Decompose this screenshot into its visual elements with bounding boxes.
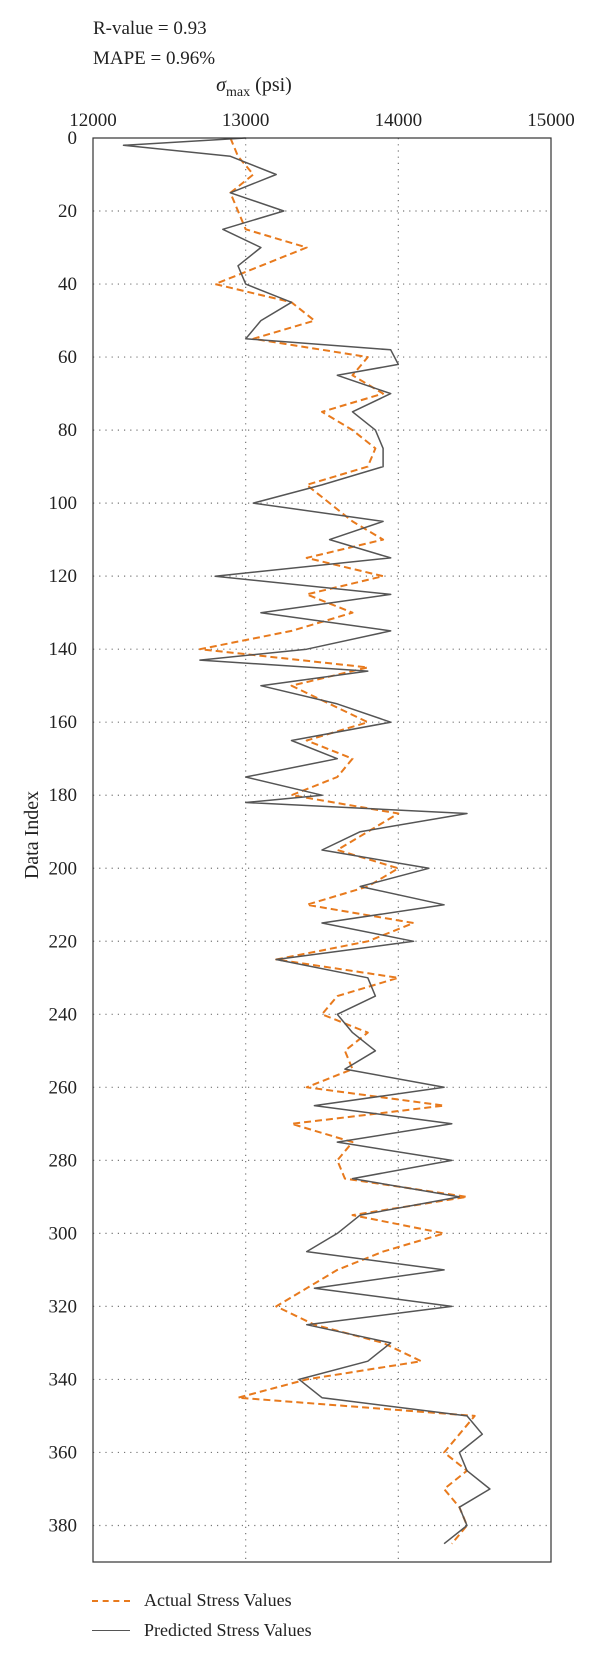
series-lines: [122, 137, 491, 1545]
y-tick-label: 220: [49, 931, 78, 952]
x-tick-label: 14000: [375, 110, 423, 131]
y-tick-label: 60: [58, 347, 77, 368]
x-axis-symbol: σ: [216, 74, 227, 96]
x-axis-unit: (psi): [250, 74, 292, 96]
y-tick-label: 360: [49, 1442, 78, 1463]
y-tick-label: 80: [58, 420, 77, 441]
y-tick-label: 20: [58, 201, 77, 222]
x-tick-label: 15000: [527, 110, 575, 131]
y-tick-label: 40: [58, 274, 77, 295]
y-tick-label: 100: [49, 493, 78, 514]
legend-label-actual: Actual Stress Values: [144, 1590, 292, 1610]
y-tick-label: 260: [49, 1077, 78, 1098]
y-tick-label: 200: [49, 858, 78, 879]
y-tick-label: 340: [49, 1369, 78, 1390]
series-line-predicted: [122, 137, 491, 1545]
y-axis-label: Data Index: [21, 791, 43, 879]
y-tick-label: 380: [49, 1515, 78, 1536]
y-tick-label: 120: [49, 566, 78, 587]
x-axis-label: σmax (psi): [216, 74, 292, 100]
y-tick-label: 180: [49, 785, 78, 806]
series-line-actual: [198, 137, 476, 1545]
mape-label: MAPE = 0.96%: [93, 48, 216, 69]
legend-item-predicted: Predicted Stress Values: [92, 1620, 312, 1641]
legend-swatch-predicted: [92, 1630, 130, 1631]
tick-labels: 12000 13000 14000 15000 0 20 40 60 80 100 120 140 16…: [49, 110, 575, 1536]
legend-item-actual: Actual Stress Values: [92, 1590, 292, 1611]
r-value-label: R-value = 0.93: [93, 18, 207, 39]
y-tick-label: 320: [49, 1296, 78, 1317]
x-tick-label: 12000: [69, 110, 117, 131]
legend-swatch-actual: [92, 1599, 130, 1602]
y-tick-label: 0: [68, 128, 78, 149]
y-tick-label: 280: [49, 1150, 78, 1171]
plot-frame: [92, 137, 552, 1563]
x-tick-label: 13000: [222, 110, 270, 131]
legend-label-predicted: Predicted Stress Values: [144, 1620, 312, 1640]
x-axis-subscript: max: [226, 85, 250, 100]
y-tick-label: 140: [49, 639, 78, 660]
y-tick-label: 240: [49, 1004, 78, 1025]
y-tick-label: 300: [49, 1223, 78, 1244]
y-tick-label: 160: [49, 712, 78, 733]
